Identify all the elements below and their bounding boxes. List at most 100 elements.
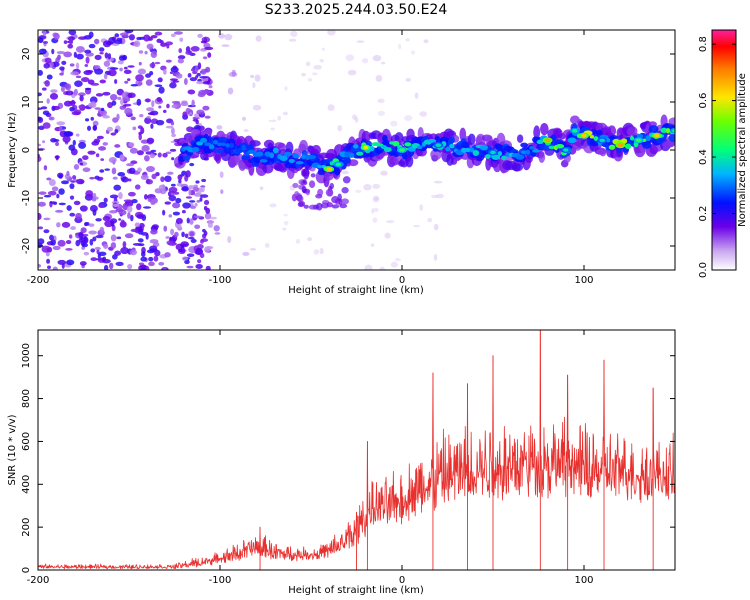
heatmap-noise-cell [182, 202, 191, 209]
heatmap-peak [617, 143, 624, 147]
heatmap-noise-cell [189, 162, 195, 167]
heatmap-noise-cell [52, 245, 61, 251]
heatmap-noise-cell [283, 221, 289, 226]
heatmap-ridge-halo [459, 127, 467, 142]
heatmap-noise-cell [144, 98, 151, 103]
heatmap-noise-cell [61, 221, 71, 228]
heatmap-noise-cell [38, 155, 42, 163]
heatmap-ridge-blob [589, 135, 595, 139]
heatmap-ridge-core [668, 134, 675, 143]
heatmap-noise-region [38, 30, 444, 270]
heatmap-noise-cell [167, 171, 174, 175]
snr-frame [37, 329, 676, 571]
snr-y-tick-label: 600 [21, 432, 32, 451]
heatmap-noise-cell [327, 30, 336, 36]
heatmap-noise-cell [171, 157, 175, 161]
heatmap-ridge-halo [341, 187, 349, 194]
heatmap-ridge-core [334, 167, 341, 176]
heatmap-ridge-blob [329, 161, 334, 166]
heatmap-noise-cell [94, 68, 104, 75]
heatmap-ridge-blob [555, 144, 565, 149]
heatmap-noise-cell [52, 105, 60, 111]
heatmap-ridge-blob [221, 142, 227, 147]
heatmap-noise-cell [114, 144, 121, 148]
heatmap-noise-cell [78, 36, 87, 40]
heatmap-noise-cell [127, 65, 135, 68]
heatmap-noise-cell [197, 33, 203, 38]
heatmap-noise-cell [199, 197, 203, 202]
heatmap-noise-cell [195, 264, 203, 270]
heatmap-y-tick-label: 20 [21, 48, 32, 61]
heatmap-noise-cell [106, 126, 113, 132]
heatmap-y-tick-label: -10 [21, 190, 32, 206]
heatmap-ridge-halo [294, 191, 300, 196]
heatmap-ridge-halo [327, 188, 333, 197]
heatmap-noise-cell [190, 45, 200, 52]
heatmap-noise-cell [66, 259, 75, 266]
heatmap-ridge-blob [624, 143, 632, 149]
heatmap-peak [335, 162, 342, 167]
heatmap-noise-cell [433, 254, 438, 261]
heatmap-noise-cell [56, 193, 60, 199]
heatmap-noise-cell [126, 78, 131, 82]
heatmap-noise-cell [56, 222, 61, 228]
heatmap-noise-cell [319, 247, 324, 255]
heatmap-ridge-blob [200, 137, 208, 143]
heatmap-noise-cell [110, 242, 117, 249]
heatmap-noise-cell [98, 251, 107, 257]
heatmap-noise-cell [148, 261, 155, 267]
heatmap-noise-cell [49, 93, 59, 100]
snr-y-tick-label: 200 [21, 518, 32, 537]
heatmap-noise-cell [47, 265, 51, 270]
heatmap-ridge-blob [272, 147, 279, 154]
heatmap-ridge-blob [383, 147, 392, 153]
heatmap-noise-cell [42, 40, 49, 44]
heatmap-ridge-core [648, 125, 659, 134]
snr-x-tick-label: 100 [574, 575, 593, 586]
heatmap-peak [544, 138, 551, 143]
heatmap-ridge-halo [308, 180, 316, 188]
heatmap-ridge-halo [599, 148, 607, 157]
heatmap-ridge-blob [191, 146, 200, 153]
heatmap-noise-cell [179, 37, 184, 42]
heatmap-ridge-blob [479, 144, 488, 151]
heatmap-noise-cell [170, 127, 175, 135]
heatmap-noise-cell [168, 214, 173, 218]
heatmap-noise-cell [73, 200, 81, 206]
heatmap-noise-cell [99, 169, 105, 173]
heatmap-noise-cell [115, 261, 124, 267]
heatmap-noise-cell [114, 129, 119, 134]
heatmap-noise-cell [154, 188, 163, 194]
heatmap-ridge-blob [536, 139, 544, 145]
heatmap-ridge-blob [505, 152, 511, 157]
heatmap-noise-cell [249, 248, 257, 251]
heatmap-noise-cell [137, 68, 147, 75]
heatmap-noise-cell [76, 178, 85, 185]
heatmap-noise-cell [103, 197, 108, 203]
heatmap-noise-cell [129, 147, 138, 154]
heatmap-x-label: Height of straight line (km) [288, 285, 424, 296]
heatmap-noise-cell [66, 170, 70, 177]
heatmap-noise-cell [307, 77, 313, 82]
heatmap-noise-cell [270, 127, 275, 131]
heatmap-noise-cell [127, 178, 132, 182]
heatmap-noise-cell [98, 146, 107, 151]
heatmap-noise-cell [85, 221, 90, 226]
heatmap-noise-cell [187, 73, 192, 78]
heatmap-ridge-blob [417, 145, 423, 150]
heatmap-noise-cell [102, 142, 109, 146]
heatmap-noise-cell [70, 226, 76, 231]
heatmap-noise-cell [352, 114, 357, 120]
colorbar-tick-label: 0.2 [698, 206, 709, 222]
heatmap-noise-cell [195, 180, 200, 184]
heatmap-noise-cell [178, 48, 183, 54]
heatmap-noise-cell [127, 263, 133, 270]
heatmap-noise-cell [84, 87, 92, 91]
heatmap-noise-cell [90, 248, 96, 253]
heatmap-ridge-halo [311, 144, 321, 156]
heatmap-noise-cell [189, 231, 195, 237]
heatmap-noise-cell [384, 232, 391, 239]
heatmap-noise-cell [120, 219, 125, 225]
heatmap-noise-cell [201, 178, 207, 182]
heatmap-noise-cell [69, 183, 75, 190]
